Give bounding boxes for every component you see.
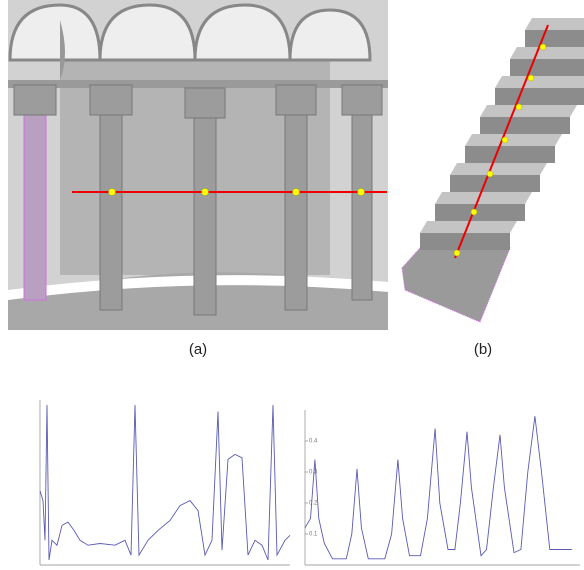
- step-tread: [450, 163, 547, 175]
- page: {"captions": ["(a)", "(b)"], "chart_data…: [0, 0, 584, 570]
- step-tread: [510, 47, 584, 59]
- step-tread: [525, 18, 584, 30]
- step-riser: [525, 30, 584, 47]
- y-tick-label: 0.2: [309, 501, 318, 507]
- step-tread: [435, 192, 532, 204]
- caption: (a): [189, 341, 207, 358]
- step-riser: [495, 88, 584, 105]
- figure: (a) (b) 0.10.20.30.4: [0, 0, 584, 570]
- data-line: [40, 405, 290, 560]
- y-tick-label: 0.1: [309, 532, 318, 538]
- step-riser: [465, 146, 555, 163]
- step-tread: [465, 134, 562, 146]
- render-a: [8, 0, 388, 330]
- step-riser: [480, 117, 570, 134]
- step-tread: [480, 105, 577, 117]
- data-line: [305, 416, 572, 559]
- render-b: [402, 18, 584, 322]
- step-riser: [510, 59, 584, 76]
- step-riser: [450, 175, 540, 192]
- step-tread: [495, 76, 584, 88]
- caption: (b): [474, 341, 492, 358]
- y-tick-label: 0.4: [309, 439, 318, 445]
- step-riser: [435, 204, 525, 221]
